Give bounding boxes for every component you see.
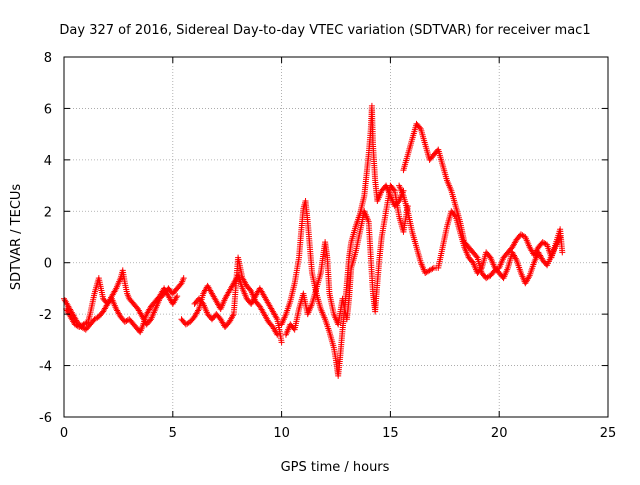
- plot-border: [63, 56, 609, 418]
- data-point-marker: [557, 234, 564, 240]
- y-axis-label: SDTVAR / TECUs: [9, 184, 24, 291]
- axis-ticks: 0 5 10 15 20 25 -6 -4 -2 0 2 4 6 8: [39, 51, 616, 441]
- x-tick-label: 10: [273, 426, 290, 441]
- data-point-marker: [473, 253, 480, 260]
- data-point-marker: [451, 212, 458, 219]
- y-tick-label: -6: [39, 411, 52, 426]
- chart-title: Day 327 of 2016, Sidereal Day-to-day VTE…: [59, 23, 590, 38]
- y-tick-label: -2: [39, 308, 52, 323]
- data-point-marker: [390, 186, 397, 193]
- y-tick-label: 2: [44, 205, 52, 220]
- y-tick-label: 0: [44, 257, 52, 272]
- series-band-d: [191, 254, 281, 338]
- data-point-marker: [559, 249, 566, 256]
- x-axis-label: GPS time / hours: [281, 460, 390, 475]
- x-tick-label: 20: [491, 426, 508, 441]
- y-tick-label: -4: [39, 360, 52, 375]
- y-tick-label: 8: [44, 51, 52, 66]
- data-point-marker: [395, 199, 402, 206]
- x-tick-label: 15: [382, 426, 399, 441]
- series-band-b: [63, 275, 181, 336]
- series-band-h: [396, 182, 564, 287]
- data-point-marker: [247, 286, 254, 293]
- data-point-marker: [278, 339, 285, 346]
- x-tick-label: 0: [60, 426, 68, 441]
- data-point-marker: [429, 265, 436, 272]
- data-point-marker: [199, 299, 206, 306]
- x-tick-label: 25: [600, 426, 617, 441]
- data-point-marker: [416, 124, 423, 131]
- data-series: [61, 102, 566, 379]
- y-tick-label: 6: [44, 102, 52, 117]
- data-point-marker: [174, 293, 181, 300]
- data-point-marker: [477, 266, 484, 273]
- y-tick-label: 4: [44, 154, 52, 169]
- data-point-marker: [180, 275, 187, 282]
- data-point-marker: [274, 331, 281, 338]
- series-band-e: [278, 102, 407, 379]
- series-band-f: [282, 182, 411, 338]
- x-tick-label: 5: [169, 426, 177, 441]
